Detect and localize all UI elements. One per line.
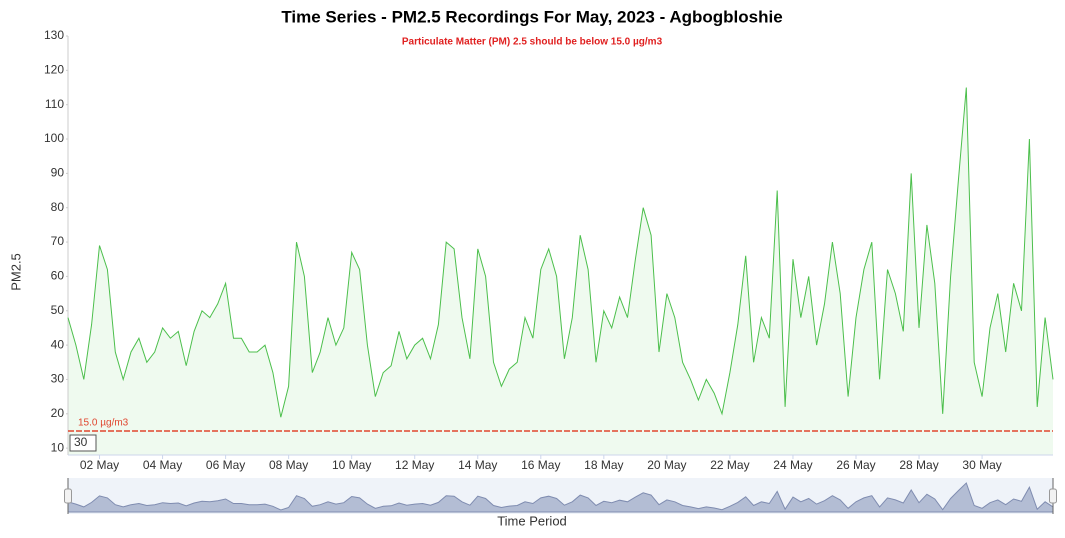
navigator-series: [67, 482, 1054, 513]
x-tick-label: 04 May: [143, 458, 182, 472]
y-tick-label: 120: [44, 63, 64, 77]
y-tick-label: 70: [51, 234, 65, 248]
y-tick-label: 130: [44, 28, 64, 42]
y-tick-label: 100: [44, 131, 64, 145]
x-tick-label: 30 May: [962, 458, 1001, 472]
x-tick-label: 10 May: [332, 458, 371, 472]
x-tick-label: 08 May: [269, 458, 308, 472]
y-tick-label: 50: [51, 303, 65, 317]
x-tick-label: 22 May: [710, 458, 749, 472]
chart-title: Time Series - PM2.5 Recordings For May, …: [281, 7, 782, 26]
navigator-handle[interactable]: [64, 488, 72, 504]
y-tick-label: 90: [51, 166, 65, 180]
y-tick-label: 30: [51, 372, 65, 386]
area: [68, 87, 1053, 455]
navigator-handle[interactable]: [1049, 488, 1057, 504]
x-tick-label: 06 May: [206, 458, 245, 472]
y-tick-label: 10: [51, 440, 65, 454]
y-tick-label: 110: [45, 97, 64, 111]
threshold-label: 15.0 µg/m3: [78, 418, 129, 429]
x-tick-label: 14 May: [458, 458, 497, 472]
x-tick-label: 12 May: [395, 458, 434, 472]
zoom-input[interactable]: 30: [74, 435, 88, 449]
x-tick-label: 28 May: [899, 458, 938, 472]
x-axis-title: Time Period: [497, 513, 567, 528]
line: [67, 87, 1054, 418]
y-tick-label: 80: [51, 200, 65, 214]
x-tick-label: 16 May: [521, 458, 560, 472]
x-tick-label: 18 May: [584, 458, 623, 472]
zoom-input-box[interactable]: [69, 434, 97, 452]
x-tick-label: 26 May: [836, 458, 875, 472]
y-axis-title: PM2.5: [8, 253, 23, 291]
chart-subtitle: Particulate Matter (PM) 2.5 should be be…: [402, 37, 663, 48]
y-tick-label: 40: [51, 337, 65, 351]
x-tick-label: 20 May: [647, 458, 686, 472]
x-tick-label: 02 May: [80, 458, 119, 472]
x-tick-label: 24 May: [773, 458, 812, 472]
y-tick-label: 20: [51, 406, 65, 420]
y-tick-label: 60: [51, 269, 65, 283]
